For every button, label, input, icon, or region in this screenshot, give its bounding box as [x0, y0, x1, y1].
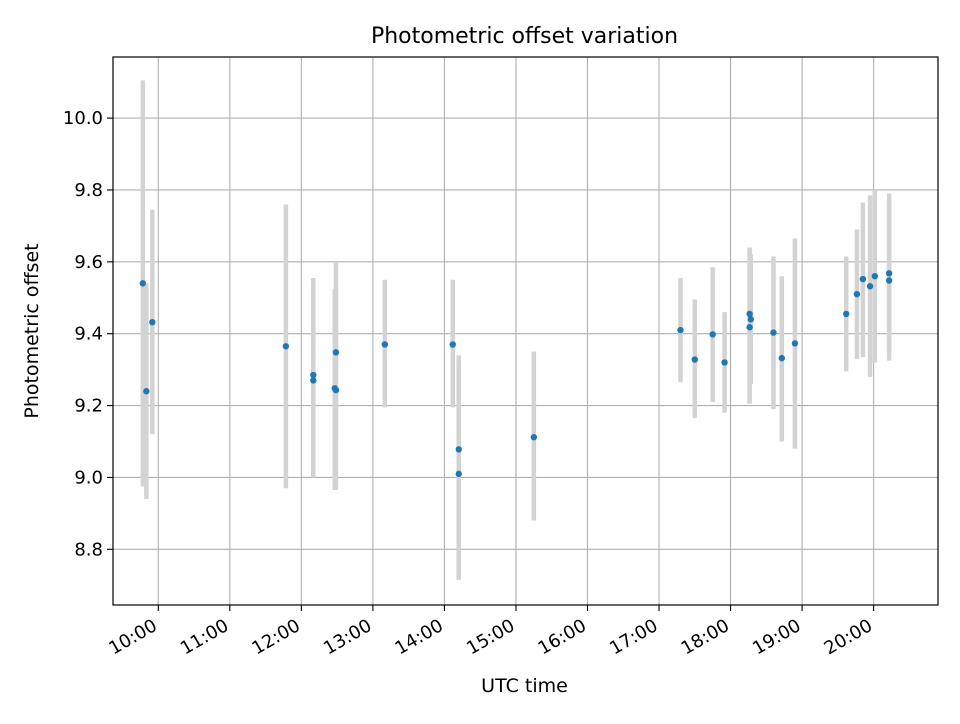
y-tick-label: 9.0 — [74, 467, 103, 488]
data-point — [709, 331, 716, 338]
data-point — [746, 324, 753, 331]
data-point — [885, 270, 893, 277]
data-point — [778, 354, 786, 362]
data-point — [791, 340, 799, 347]
data-point — [282, 343, 290, 350]
y-axis-ticks: 8.8 9.0 9.2 9.4 9.6 9.8 10.0 — [63, 108, 113, 560]
y-axis-label: Photometric offset — [21, 243, 43, 418]
y-tick-label: 10.0 — [63, 108, 103, 129]
data-point — [310, 371, 317, 379]
data-point — [871, 273, 879, 280]
data-point — [770, 329, 777, 336]
data-point — [691, 356, 698, 363]
data-point — [332, 349, 340, 356]
data-point — [455, 470, 462, 478]
data-point — [530, 433, 538, 441]
data-point — [332, 386, 340, 394]
data-point — [746, 310, 753, 318]
data-point — [747, 316, 755, 323]
data-point — [449, 341, 456, 348]
data-point — [721, 359, 728, 366]
data-point — [843, 310, 850, 318]
data-point — [139, 280, 147, 287]
y-tick-label: 9.4 — [74, 324, 103, 345]
data-point — [455, 446, 462, 453]
data-point — [381, 341, 389, 348]
data-point — [143, 387, 150, 395]
data-point — [149, 318, 156, 326]
data-point — [859, 275, 867, 283]
data-point — [853, 290, 861, 298]
y-tick-label: 8.8 — [74, 539, 103, 560]
data-point — [677, 326, 684, 334]
x-axis-label: UTC time — [481, 675, 568, 697]
data-point — [866, 283, 874, 290]
chart-title: Photometric offset variation — [371, 24, 678, 49]
y-tick-label: 9.8 — [74, 180, 103, 201]
data-points — [139, 270, 893, 478]
y-tick-label: 9.2 — [74, 396, 103, 417]
y-tick-label: 9.6 — [74, 252, 103, 273]
plot-area-frame — [112, 56, 939, 606]
data-point — [310, 377, 317, 384]
data-point — [885, 277, 893, 284]
